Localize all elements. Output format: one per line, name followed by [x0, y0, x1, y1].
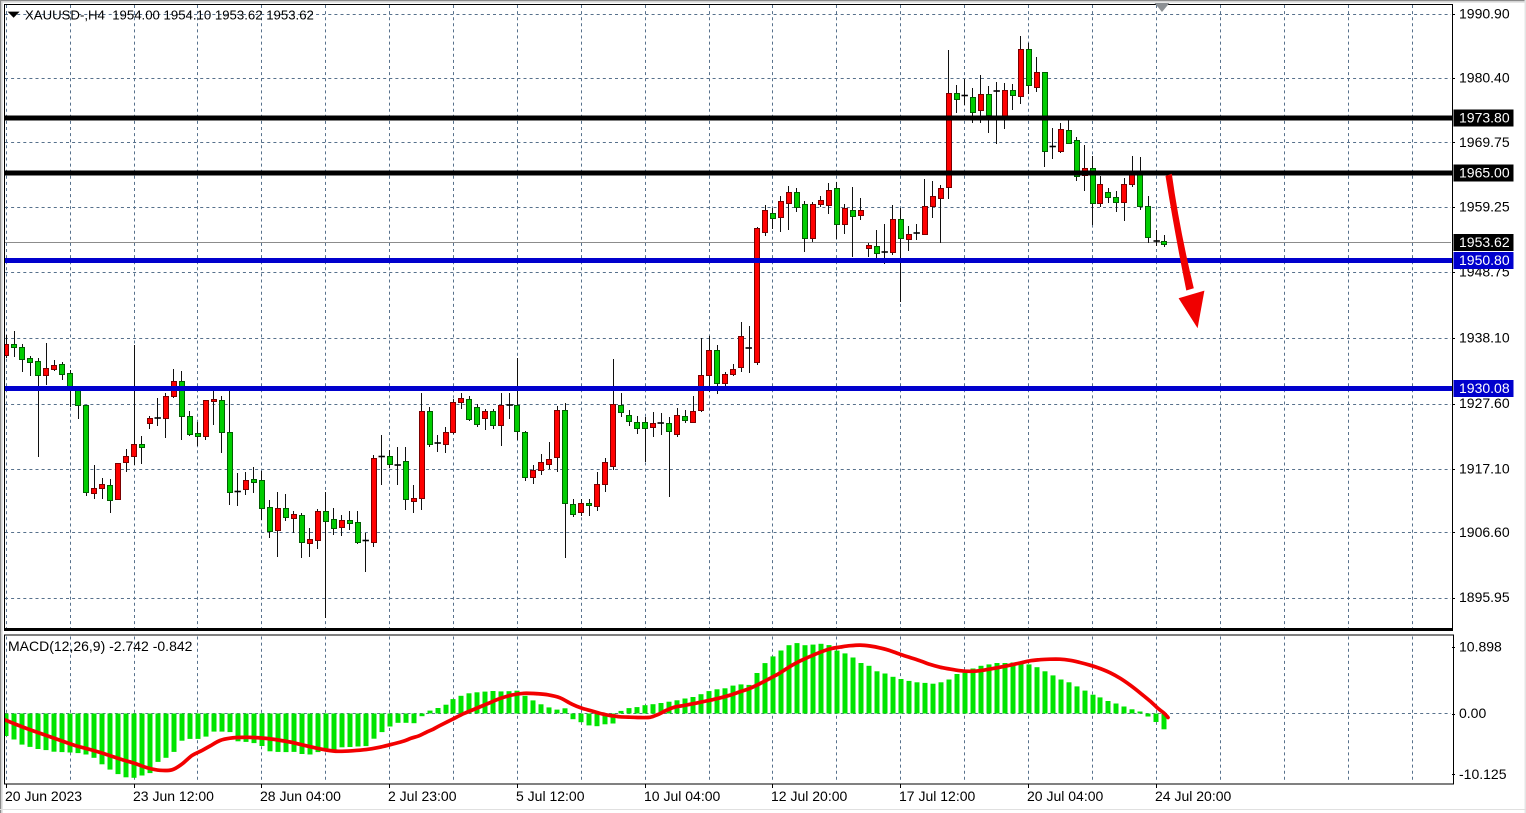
- svg-text:2 Jul 23:00: 2 Jul 23:00: [388, 788, 457, 804]
- svg-text:23 Jun 12:00: 23 Jun 12:00: [133, 788, 214, 804]
- svg-text:28 Jun 04:00: 28 Jun 04:00: [260, 788, 341, 804]
- svg-text:-10.125: -10.125: [1459, 766, 1507, 782]
- svg-text:12 Jul 20:00: 12 Jul 20:00: [771, 788, 847, 804]
- svg-text:10 Jul 04:00: 10 Jul 04:00: [644, 788, 720, 804]
- svg-text:20 Jun 2023: 20 Jun 2023: [5, 788, 82, 804]
- svg-text:1959.25: 1959.25: [1459, 199, 1510, 215]
- svg-text:5 Jul 12:00: 5 Jul 12:00: [516, 788, 585, 804]
- svg-text:1906.60: 1906.60: [1459, 524, 1510, 540]
- svg-text:1953.62: 1953.62: [1459, 234, 1510, 250]
- svg-text:1965.00: 1965.00: [1459, 165, 1510, 181]
- svg-text:20 Jul 04:00: 20 Jul 04:00: [1027, 788, 1103, 804]
- svg-text:1990.90: 1990.90: [1459, 6, 1510, 22]
- svg-text:MACD(12,26,9) -2.742 -0.842: MACD(12,26,9) -2.742 -0.842: [8, 638, 193, 654]
- svg-text:1895.95: 1895.95: [1459, 589, 1510, 605]
- svg-text:1917.10: 1917.10: [1459, 461, 1510, 477]
- svg-text:1973.80: 1973.80: [1459, 110, 1510, 126]
- svg-text:1930.08: 1930.08: [1459, 380, 1510, 396]
- svg-text:1950.80: 1950.80: [1459, 252, 1510, 268]
- svg-text:10.898: 10.898: [1459, 639, 1502, 655]
- svg-text:1980.40: 1980.40: [1459, 70, 1510, 86]
- svg-text:24 Jul 20:00: 24 Jul 20:00: [1155, 788, 1231, 804]
- svg-text:1927.60: 1927.60: [1459, 395, 1510, 411]
- svg-text:XAUUSD-,H4 1954.00 1954.10 19: XAUUSD-,H4 1954.00 1954.10 1953.62 1953.…: [25, 8, 314, 23]
- svg-text:17 Jul 12:00: 17 Jul 12:00: [899, 788, 975, 804]
- svg-text:1938.10: 1938.10: [1459, 330, 1510, 346]
- svg-text:0.00: 0.00: [1459, 705, 1486, 721]
- svg-text:1969.75: 1969.75: [1459, 134, 1510, 150]
